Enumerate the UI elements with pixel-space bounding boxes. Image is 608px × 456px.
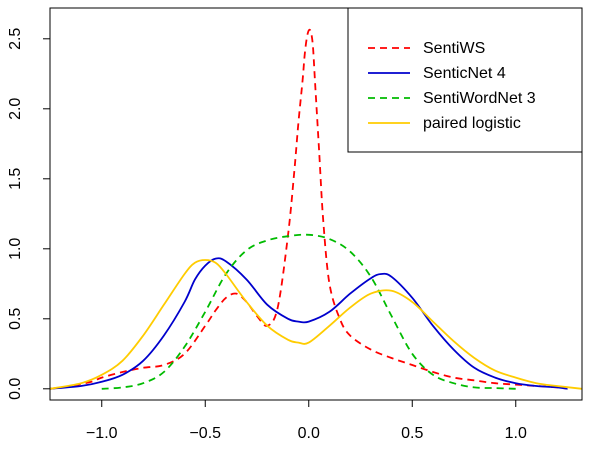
legend-label-sentiws: SentiWS xyxy=(423,40,485,57)
legend: SentiWS SenticNet 4 SentiWordNet 3 paired l… xyxy=(347,7,583,153)
y-tick-label: 0.5 xyxy=(7,308,24,330)
y-tick-label: 2.0 xyxy=(7,98,24,120)
series-line-senticnet-4 xyxy=(50,257,568,390)
legend-label-paired-logistic: paired logistic xyxy=(423,115,521,132)
y-tick-label: 1.5 xyxy=(7,168,24,190)
legend-label-sentiwordnet-3: SentiWordNet 3 xyxy=(423,90,536,107)
series-line-sentiwordnet-3 xyxy=(101,233,516,390)
y-tick-label: 2.5 xyxy=(7,28,24,50)
x-tick-label: −1.0 xyxy=(86,425,118,442)
series-lines xyxy=(50,28,582,390)
series-line-sentiws xyxy=(50,28,568,390)
x-axis: −1.0 −0.5 0.0 0.5 1.0 xyxy=(86,399,527,442)
y-tick-label: 0.0 xyxy=(7,378,24,400)
x-tick-label: −0.5 xyxy=(189,425,221,442)
legend-box xyxy=(347,7,583,153)
y-tick-label: 1.0 xyxy=(7,238,24,260)
x-tick-label: 0.0 xyxy=(298,425,320,442)
series-line-paired-logistic xyxy=(50,259,582,390)
x-tick-label: 0.5 xyxy=(401,425,423,442)
y-axis: 0.0 0.5 1.0 1.5 2.0 2.5 xyxy=(7,28,51,400)
legend-label-senticnet-4: SenticNet 4 xyxy=(423,65,506,82)
x-tick-label: 1.0 xyxy=(505,425,527,442)
